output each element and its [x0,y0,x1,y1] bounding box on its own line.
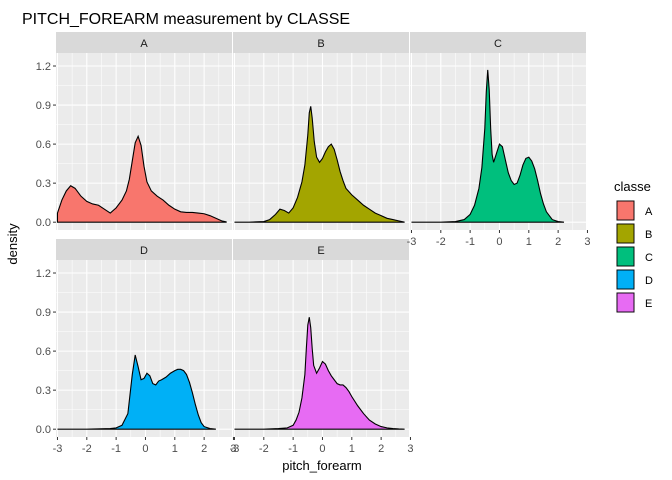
density-area-b [234,106,405,223]
y-tick-label: 0.6 [36,346,51,358]
x-axes: -3 -2 -1 0 1 2 3-3 -2 -1 0 1 2 3-3 -2 -1 0 1 2 3 [53,230,591,455]
facet-strip-label: C [494,38,502,50]
legend-swatch-c [616,246,635,267]
x-axis-title: pitch_forearm [282,458,361,473]
density-area-d [57,354,216,430]
x-tick-label: 3 [407,443,413,455]
facet-strip [410,32,586,53]
facet-strip [233,32,409,53]
x-tick-label: -2 [436,236,446,248]
facet-strip [56,32,232,53]
x-tick-label: -1 [288,443,298,455]
x-tick-label: 3 [230,443,236,455]
x-tick-label: 0 [319,443,325,455]
x-tick-label: -3 [53,443,63,455]
y-tick-label: 1.2 [36,268,51,280]
facet-panel: C [410,32,589,230]
x-tick-label: -3 [407,236,417,248]
y-tick-label: 0.3 [36,385,51,397]
y-axis-title: density [5,223,20,265]
y-tick-label: 0.9 [36,100,51,112]
legend-label: D [645,275,653,287]
legend-label: C [645,252,653,264]
legend-label: E [645,298,652,310]
y-tick-label: 0.0 [36,424,51,436]
y-tick-label: 0.6 [36,139,51,151]
x-tick-label: 1 [349,443,355,455]
chart-title: PITCH_FOREARM measurement by CLASSE [22,11,350,28]
x-tick-label: 2 [378,443,384,455]
facet-strip-label: A [140,38,148,50]
legend-label: A [645,206,653,218]
density-area-a [56,134,227,223]
x-tick-label: -1 [111,443,121,455]
legend-title: classe [614,179,651,194]
y-tick-label: 1.2 [36,61,51,73]
facet-strip-label: D [140,245,148,257]
legend-swatch-e [616,292,635,313]
x-tick-label: 1 [526,236,532,248]
x-tick-label: 0 [142,443,148,455]
facet-strip [56,239,232,260]
facet-strip-label: B [317,38,324,50]
x-tick-label: 3 [584,236,590,248]
x-tick-label: -2 [82,443,92,455]
facet-panel: A [56,32,235,230]
legend-label: B [645,229,652,241]
legend-swatch-a [616,200,635,221]
facet-panel: D [56,239,235,437]
x-tick-label: -1 [465,236,475,248]
facet-panels: A B C D E [56,32,589,437]
legend-swatch-b [616,223,635,244]
facet-strip [233,239,409,260]
y-axes: 0.0 0.3 0.6 0.9 1.2 0.0 0.3 0.6 0.9 1.2 [36,61,56,436]
x-tick-label: -2 [259,443,269,455]
legend-swatch-d [616,269,635,290]
y-tick-label: 0.3 [36,178,51,190]
density-area-e [234,317,405,430]
x-tick-label: 1 [172,443,178,455]
facet-strip-label: E [317,245,324,257]
y-tick-label: 0.9 [36,307,51,319]
y-tick-label: 0.0 [36,217,51,229]
facet-panel: E [233,239,412,437]
x-tick-label: 2 [201,443,207,455]
x-tick-label: 0 [496,236,502,248]
density-area-c [411,69,565,223]
x-tick-label: -3 [230,443,240,455]
facet-panel: B [233,32,412,230]
x-tick-label: 2 [555,236,561,248]
